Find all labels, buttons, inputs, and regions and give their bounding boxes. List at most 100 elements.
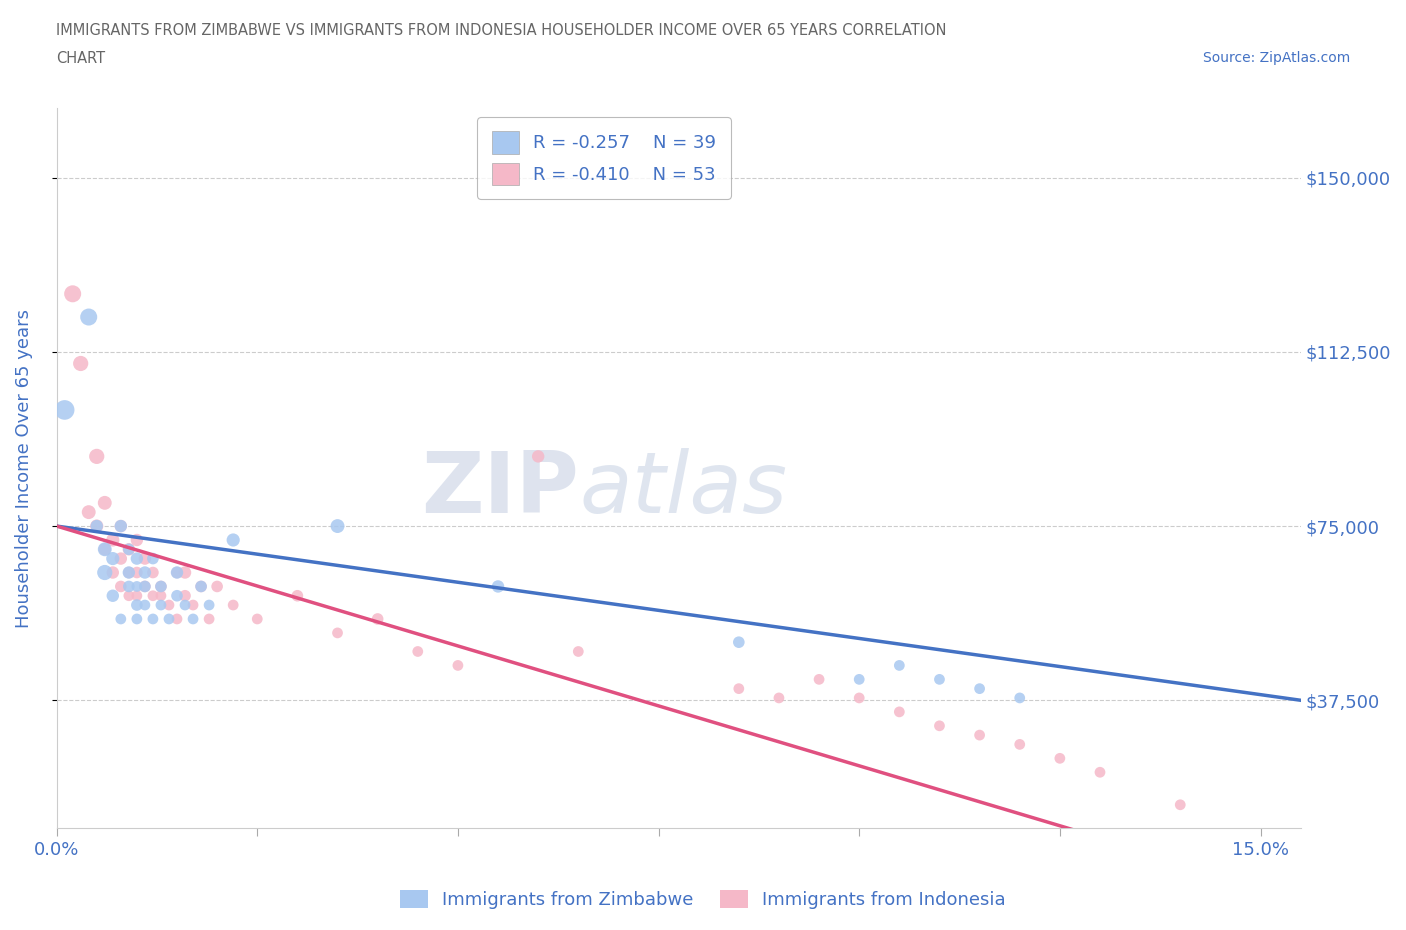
Point <box>134 565 156 580</box>
Point <box>157 598 180 613</box>
Point <box>149 598 172 613</box>
Point <box>101 533 124 548</box>
Point <box>118 579 141 594</box>
Point <box>181 598 204 613</box>
Point <box>62 286 84 301</box>
Point <box>181 612 204 627</box>
Point <box>567 644 589 659</box>
Point <box>110 612 132 627</box>
Point <box>1008 690 1031 705</box>
Point <box>125 589 148 604</box>
Point <box>125 565 148 580</box>
Point <box>86 519 108 534</box>
Point <box>118 542 141 557</box>
Point <box>134 598 156 613</box>
Point <box>166 612 188 627</box>
Point <box>157 612 180 627</box>
Point <box>118 542 141 557</box>
Point <box>174 589 197 604</box>
Text: Source: ZipAtlas.com: Source: ZipAtlas.com <box>1202 51 1350 65</box>
Legend: R = -0.257    N = 39, R = -0.410    N = 53: R = -0.257 N = 39, R = -0.410 N = 53 <box>477 117 731 199</box>
Point <box>125 579 148 594</box>
Point <box>125 612 148 627</box>
Point <box>142 551 165 566</box>
Point <box>928 671 950 686</box>
Point <box>118 589 141 604</box>
Point <box>367 612 389 627</box>
Point <box>110 519 132 534</box>
Point <box>1168 797 1191 812</box>
Point <box>889 658 911 673</box>
Point <box>727 681 749 696</box>
Point <box>246 612 269 627</box>
Point <box>94 565 117 580</box>
Point <box>94 542 117 557</box>
Point <box>486 579 509 594</box>
Point <box>110 551 132 566</box>
Point <box>101 589 124 604</box>
Point <box>134 551 156 566</box>
Point <box>69 356 91 371</box>
Point <box>205 579 228 594</box>
Point <box>174 598 197 613</box>
Point <box>77 310 100 325</box>
Point <box>125 551 148 566</box>
Point <box>118 565 141 580</box>
Point <box>149 589 172 604</box>
Point <box>142 612 165 627</box>
Point <box>166 589 188 604</box>
Legend: Immigrants from Zimbabwe, Immigrants from Indonesia: Immigrants from Zimbabwe, Immigrants fro… <box>394 883 1012 916</box>
Point <box>447 658 470 673</box>
Point <box>848 671 870 686</box>
Point <box>166 565 188 580</box>
Point <box>190 579 212 594</box>
Y-axis label: Householder Income Over 65 years: Householder Income Over 65 years <box>15 309 32 628</box>
Point <box>198 598 221 613</box>
Point <box>527 449 550 464</box>
Point <box>110 519 132 534</box>
Point <box>174 565 197 580</box>
Point <box>118 565 141 580</box>
Text: ZIP: ZIP <box>422 448 579 531</box>
Point <box>166 565 188 580</box>
Text: IMMIGRANTS FROM ZIMBABWE VS IMMIGRANTS FROM INDONESIA HOUSEHOLDER INCOME OVER 65: IMMIGRANTS FROM ZIMBABWE VS IMMIGRANTS F… <box>56 23 946 38</box>
Point <box>406 644 429 659</box>
Point <box>110 579 132 594</box>
Point <box>190 579 212 594</box>
Point <box>1049 751 1071 765</box>
Point <box>727 635 749 650</box>
Point <box>768 690 790 705</box>
Point <box>808 671 831 686</box>
Point <box>1008 737 1031 751</box>
Point <box>77 505 100 520</box>
Point <box>125 598 148 613</box>
Point <box>969 727 991 742</box>
Point <box>889 704 911 719</box>
Text: CHART: CHART <box>56 51 105 66</box>
Point <box>86 519 108 534</box>
Point <box>326 519 349 534</box>
Point <box>848 690 870 705</box>
Point <box>86 449 108 464</box>
Point <box>222 598 245 613</box>
Point <box>142 565 165 580</box>
Point <box>101 565 124 580</box>
Point <box>928 718 950 733</box>
Point <box>222 533 245 548</box>
Point <box>287 589 309 604</box>
Point <box>53 403 76 418</box>
Point <box>149 579 172 594</box>
Point <box>1088 764 1111 779</box>
Point <box>142 589 165 604</box>
Point <box>198 612 221 627</box>
Point <box>969 681 991 696</box>
Point <box>326 626 349 641</box>
Point <box>134 579 156 594</box>
Point <box>94 496 117 511</box>
Point <box>101 551 124 566</box>
Point <box>134 579 156 594</box>
Point <box>125 533 148 548</box>
Text: atlas: atlas <box>579 448 787 531</box>
Point <box>149 579 172 594</box>
Point <box>94 542 117 557</box>
